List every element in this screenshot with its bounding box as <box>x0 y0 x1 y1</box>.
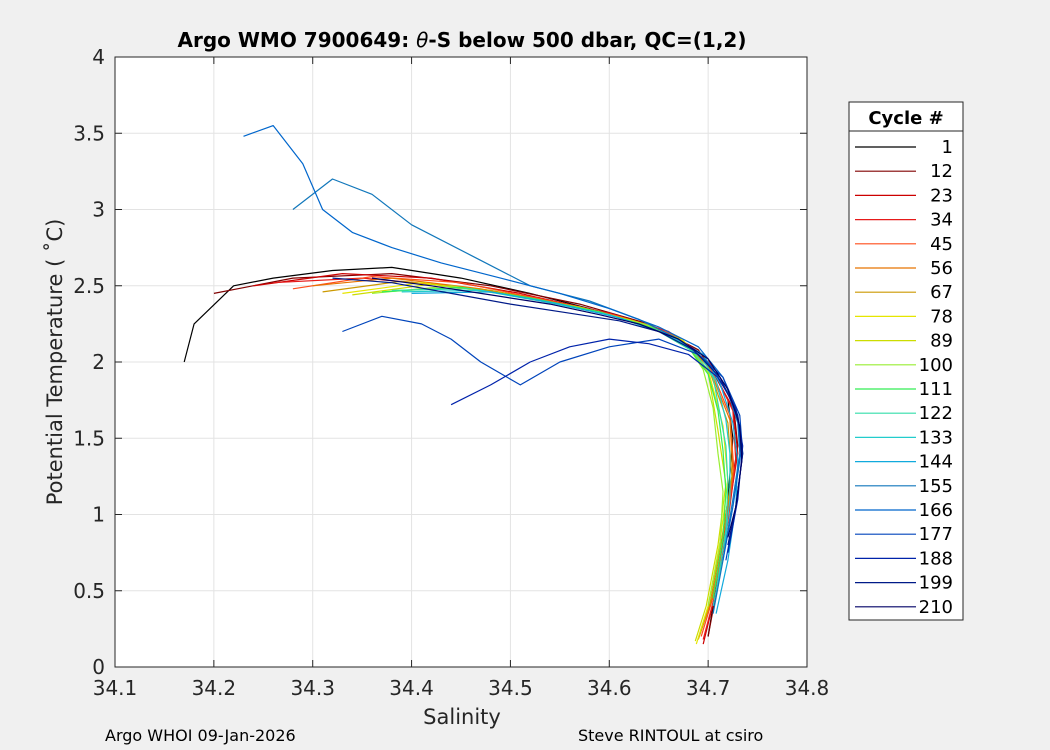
x-ticks: 34.1 34.2 34.3 34.4 34.5 34.6 34.7 34.8 <box>93 57 830 700</box>
y-tick-label: 3.5 <box>73 121 105 145</box>
y-tick-label: 2 <box>92 350 105 374</box>
legend-label-cycle-23: 23 <box>930 185 953 206</box>
legend-label-cycle-56: 56 <box>930 258 953 279</box>
legend-label-cycle-177: 177 <box>919 524 953 545</box>
y-tick-label: 1.5 <box>73 426 105 450</box>
y-ticks: 0 0.5 1 1.5 2 2.5 3 3.5 4 <box>73 45 807 679</box>
legend-label-cycle-100: 100 <box>919 355 953 376</box>
legend-entries: 1 12 23 34 45 56 67 78 89 100 111 122 133 144 155 166 17… <box>855 137 953 618</box>
legend-label-cycle-1: 1 <box>942 137 953 158</box>
y-tick-label: 1 <box>92 503 105 527</box>
footer-right-credit: Steve RINTOUL at csiro <box>578 726 764 745</box>
x-tick-label: 34.8 <box>785 676 830 700</box>
legend-label-cycle-34: 34 <box>930 210 953 231</box>
legend-label-cycle-133: 133 <box>919 427 953 448</box>
legend-label-cycle-45: 45 <box>930 234 953 255</box>
legend: Cycle # 1 12 23 34 45 56 67 78 89 100 111 122 133 144… <box>848 101 964 621</box>
legend-label-cycle-144: 144 <box>919 452 953 473</box>
x-tick-label: 34.6 <box>587 676 632 700</box>
legend-title: Cycle # <box>868 108 943 129</box>
y-tick-label: 4 <box>92 45 105 69</box>
legend-label-cycle-166: 166 <box>919 500 953 521</box>
x-tick-label: 34.3 <box>290 676 335 700</box>
x-tick-label: 34.1 <box>93 676 138 700</box>
legend-label-cycle-67: 67 <box>930 282 953 303</box>
legend-label-cycle-89: 89 <box>930 331 953 352</box>
legend-label-cycle-111: 111 <box>919 379 953 400</box>
y-tick-label: 3 <box>92 198 105 222</box>
legend-label-cycle-155: 155 <box>919 476 953 497</box>
legend-label-cycle-12: 12 <box>930 161 953 182</box>
x-tick-label: 34.7 <box>686 676 731 700</box>
y-axis-label: Potential Temperature ( ˚C) <box>43 219 67 506</box>
y-tick-label: 0.5 <box>73 579 105 603</box>
series-layer <box>183 124 744 645</box>
legend-label-cycle-78: 78 <box>930 306 953 327</box>
footer-left-credit: Argo WHOI 09-Jan-2026 <box>105 726 296 745</box>
y-tick-label: 0 <box>92 655 105 679</box>
legend-label-cycle-210: 210 <box>919 597 953 618</box>
y-tick-label: 2.5 <box>73 274 105 298</box>
legend-label-cycle-188: 188 <box>919 548 953 569</box>
legend-label-cycle-122: 122 <box>919 403 953 424</box>
x-axis-label: Salinity <box>423 705 501 729</box>
series-line-cycle-155 <box>292 178 741 614</box>
legend-label-cycle-199: 199 <box>919 573 953 594</box>
x-tick-label: 34.4 <box>389 676 434 700</box>
chart-title: Argo WMO 7900649: θ-S below 500 dbar, QC… <box>178 28 747 52</box>
x-tick-label: 34.2 <box>192 676 237 700</box>
series-line-cycle-210 <box>371 277 743 538</box>
series-line-cycle-166 <box>243 124 742 561</box>
x-tick-label: 34.5 <box>488 676 533 700</box>
